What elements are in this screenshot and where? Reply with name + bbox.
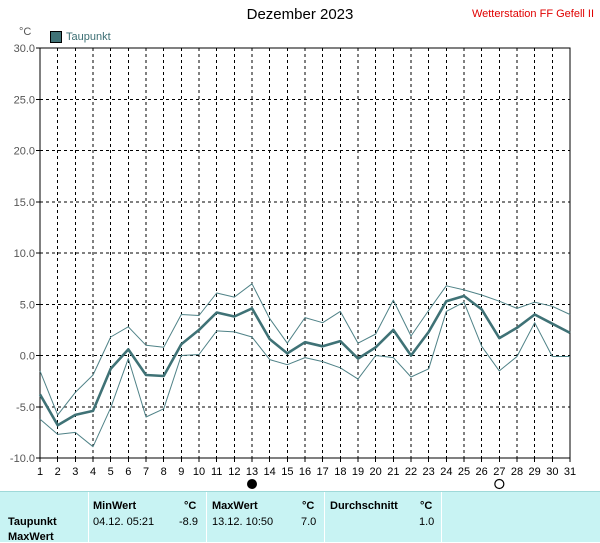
hollow-day-marker bbox=[494, 478, 505, 490]
station-name: Wetterstation FF Gefell II bbox=[471, 8, 594, 20]
y-tick-label: 20.0 bbox=[14, 146, 35, 158]
y-tick-label: -5.0 bbox=[16, 402, 35, 414]
y-tick-label: 10.0 bbox=[14, 248, 35, 260]
x-axis: 1 2 3 4 5 6 7 8 9 10 11 12 13 14 15 16 17 18 19 20 21 22 23 24 2… bbox=[37, 458, 576, 478]
stats-row-label: Taupunkt bbox=[8, 516, 57, 528]
y-tick-label: 25.0 bbox=[14, 94, 35, 106]
x-tick-label: 11 bbox=[211, 466, 222, 478]
series-line-taupunkt bbox=[38, 294, 571, 427]
chart-grid bbox=[39, 47, 571, 459]
y-tick-label: -10.0 bbox=[10, 453, 35, 465]
x-tick-label: 29 bbox=[529, 466, 541, 478]
chart-legend: Taupunkt bbox=[50, 31, 111, 43]
y-unit-label: °C bbox=[19, 26, 32, 38]
x-tick-label: 31 bbox=[564, 466, 576, 478]
stats-col-min bbox=[88, 492, 207, 542]
stats-max-date: 13.12. 10:50 bbox=[212, 516, 274, 528]
max-day-marker bbox=[247, 479, 257, 489]
x-tick-label: 19 bbox=[352, 466, 364, 478]
stats-header-max-unit: °C bbox=[302, 500, 315, 512]
extreme-markers bbox=[247, 478, 505, 490]
stats-header-max: MaxWert bbox=[212, 500, 258, 512]
x-tick-label: 30 bbox=[546, 466, 558, 478]
x-tick-label: 24 bbox=[440, 466, 452, 478]
x-tick-label: 23 bbox=[423, 466, 435, 478]
x-tick-label: 6 bbox=[125, 466, 131, 478]
stats-header-min-unit: °C bbox=[184, 500, 197, 512]
x-tick-label: 2 bbox=[55, 466, 61, 478]
stats-col-label bbox=[0, 492, 89, 542]
stats-row-label-2: MaxWert bbox=[8, 531, 54, 543]
stats-col-avg bbox=[324, 492, 442, 542]
series-line-max bbox=[39, 283, 571, 416]
x-tick-label: 17 bbox=[317, 466, 329, 478]
x-tick-label: 26 bbox=[476, 466, 488, 478]
chart-lines bbox=[38, 283, 571, 448]
x-tick-label: 8 bbox=[161, 466, 167, 478]
y-tick-label: 0.0 bbox=[20, 351, 35, 363]
series-line-min bbox=[39, 301, 570, 448]
legend-swatch bbox=[50, 31, 62, 43]
chart-title: Dezember 2023 bbox=[246, 6, 354, 23]
x-tick-label: 27 bbox=[493, 466, 505, 478]
stats-header-avg: Durchschnitt bbox=[330, 500, 398, 512]
stats-table: MinWert °C MaxWert °C Durchschnitt °C Ta… bbox=[0, 491, 600, 543]
y-tick-label: 30.0 bbox=[14, 43, 35, 55]
y-tick-label: 15.0 bbox=[14, 197, 35, 209]
x-tick-label: 18 bbox=[334, 466, 346, 478]
legend-label: Taupunkt bbox=[66, 31, 111, 43]
x-tick-label: 9 bbox=[178, 466, 184, 478]
x-tick-label: 25 bbox=[458, 466, 470, 478]
stats-col-max bbox=[206, 492, 325, 542]
stats-header-min: MinWert bbox=[93, 500, 137, 512]
x-tick-label: 3 bbox=[72, 466, 78, 478]
x-tick-label: 21 bbox=[387, 466, 399, 478]
x-tick-label: 20 bbox=[370, 466, 382, 478]
stats-header-avg-unit: °C bbox=[420, 500, 433, 512]
x-tick-label: 15 bbox=[281, 466, 293, 478]
stats-avg-value: 1.0 bbox=[419, 516, 435, 528]
x-tick-label: 22 bbox=[405, 466, 417, 478]
y-tick-label: 5.0 bbox=[20, 299, 35, 311]
x-tick-label: 12 bbox=[228, 466, 240, 478]
stats-min-value: -8.9 bbox=[179, 516, 198, 528]
x-tick-label: 10 bbox=[193, 466, 205, 478]
x-tick-label: 7 bbox=[143, 466, 149, 478]
stats-min-date: 04.12. 05:21 bbox=[93, 516, 155, 528]
x-tick-label: 5 bbox=[108, 466, 114, 478]
stats-max-value: 7.0 bbox=[301, 516, 317, 528]
x-tick-label: 13 bbox=[246, 466, 258, 478]
x-tick-label: 16 bbox=[299, 466, 311, 478]
x-tick-label: 14 bbox=[264, 466, 276, 478]
y-axis: -10.0 -5.0 0.0 5.0 10.0 15.0 20.0 25.0 30.0 bbox=[10, 43, 40, 465]
x-tick-label: 4 bbox=[90, 466, 96, 478]
x-tick-label: 1 bbox=[37, 466, 43, 478]
x-tick-label: 28 bbox=[511, 466, 523, 478]
